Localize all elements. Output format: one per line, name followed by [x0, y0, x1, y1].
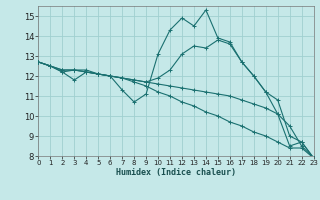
X-axis label: Humidex (Indice chaleur): Humidex (Indice chaleur) — [116, 168, 236, 177]
